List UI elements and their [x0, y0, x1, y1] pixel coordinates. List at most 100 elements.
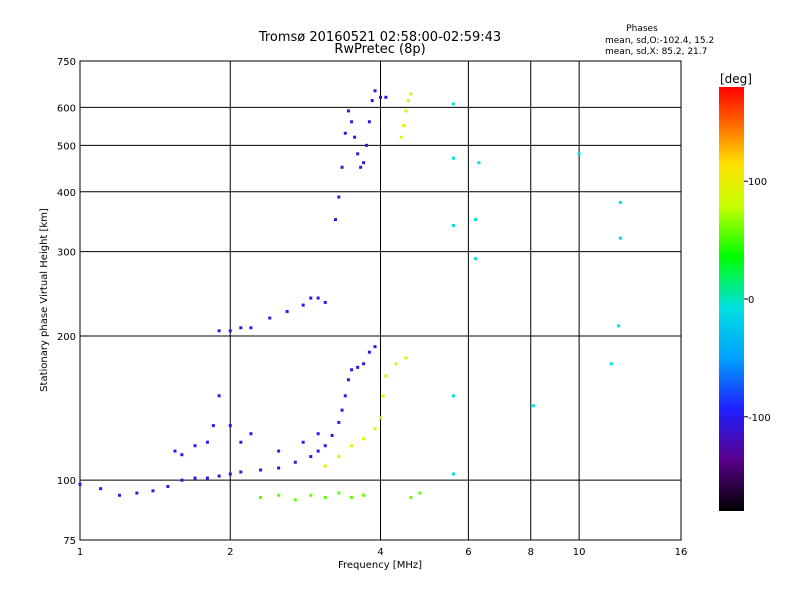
echo-point	[381, 394, 385, 398]
echo-point	[277, 449, 281, 453]
echo-point	[316, 296, 320, 300]
echo-point	[367, 120, 371, 124]
echo-point	[293, 498, 297, 502]
data-points	[78, 89, 622, 502]
echo-point	[409, 92, 413, 96]
x-tick-label: 4	[377, 547, 383, 558]
echo-point	[249, 432, 253, 436]
y-tick-label: 750	[57, 57, 76, 68]
echo-point	[451, 156, 455, 160]
echo-point	[217, 329, 221, 333]
echo-point	[180, 478, 184, 482]
echo-point	[337, 455, 341, 459]
echo-point	[323, 300, 327, 304]
echo-point	[373, 89, 377, 93]
echo-point	[337, 420, 341, 424]
echo-point	[205, 476, 209, 480]
colorbar-tick-label: 0	[748, 295, 754, 306]
colorbar-tick-label: 100	[748, 177, 767, 188]
y-tick-label: 200	[57, 332, 76, 343]
echo-point	[350, 368, 354, 372]
echo-point	[451, 224, 455, 228]
echo-point	[239, 470, 243, 474]
echo-point	[356, 152, 360, 156]
echo-point	[362, 362, 366, 366]
echo-point	[340, 165, 344, 169]
phase-info-x-mode: mean, sd,X: 85.2, 21.7	[605, 47, 707, 57]
echo-point	[78, 482, 82, 486]
echo-point	[151, 489, 155, 493]
echo-point	[323, 444, 327, 448]
echo-point	[180, 453, 184, 457]
chart-title: Tromsø 20160521 02:58:00-02:59:43	[258, 30, 501, 45]
echo-point	[346, 378, 350, 382]
y-tick-label: 300	[57, 248, 76, 259]
echo-point	[359, 165, 363, 169]
echo-point	[406, 99, 410, 103]
echo-point	[337, 195, 341, 199]
echo-point	[309, 493, 313, 497]
echo-point	[333, 218, 337, 222]
echo-point	[277, 493, 281, 497]
echo-point	[118, 493, 122, 497]
y-tick-label: 100	[57, 476, 76, 487]
echo-point	[268, 316, 272, 320]
x-tick-label: 10	[573, 547, 586, 558]
echo-point	[309, 455, 313, 459]
colorbar-ticks: 100 0 -100	[744, 177, 771, 424]
echo-point	[362, 161, 366, 165]
echo-point	[384, 374, 388, 378]
echo-point	[531, 404, 535, 408]
y-tick-label: 500	[57, 141, 76, 152]
echo-point	[577, 152, 581, 156]
echo-point	[99, 487, 103, 491]
echo-point	[617, 324, 621, 328]
echo-point	[301, 440, 305, 444]
y-tick-label: 600	[57, 103, 76, 114]
echo-point	[301, 303, 305, 307]
echo-point	[346, 109, 350, 113]
echo-point	[404, 109, 408, 113]
echo-point	[618, 236, 622, 240]
colorbar-label: [deg]	[720, 72, 752, 86]
echo-point	[340, 408, 344, 412]
echo-point	[409, 495, 413, 499]
echo-point	[609, 362, 613, 366]
echo-point	[356, 365, 360, 369]
echo-point	[404, 356, 408, 360]
echo-point	[451, 472, 455, 476]
chart-subtitle: RwPretec (8p)	[334, 42, 425, 57]
echo-point	[211, 424, 215, 428]
echo-point	[350, 444, 354, 448]
echo-point	[228, 329, 232, 333]
echo-point	[365, 143, 369, 147]
echo-point	[293, 460, 297, 464]
echo-point	[228, 472, 232, 476]
echo-point	[239, 440, 243, 444]
echo-point	[259, 468, 263, 472]
echo-point	[394, 362, 398, 366]
echo-point	[373, 345, 377, 349]
echo-point	[193, 476, 197, 480]
y-axis-ticks: 75 100 200 300 400 500 600 750	[57, 57, 76, 547]
echo-point	[343, 131, 347, 135]
echo-point	[337, 491, 341, 495]
phase-info-heading: Phases	[626, 24, 658, 34]
echo-point	[323, 464, 327, 468]
y-axis-label: Stationary phase Virtual Height [km]	[39, 208, 50, 392]
echo-point	[418, 491, 422, 495]
grid-lines	[80, 61, 681, 540]
echo-point	[451, 394, 455, 398]
echo-point	[166, 484, 170, 488]
echo-point	[379, 416, 382, 420]
echo-point	[379, 95, 382, 99]
echo-point	[618, 200, 622, 204]
echo-point	[193, 444, 197, 448]
x-tick-label: 2	[227, 547, 233, 558]
x-tick-label: 8	[528, 547, 534, 558]
echo-point	[477, 161, 481, 165]
echo-point	[362, 437, 366, 441]
echo-point	[370, 99, 374, 103]
echo-point	[384, 95, 388, 99]
